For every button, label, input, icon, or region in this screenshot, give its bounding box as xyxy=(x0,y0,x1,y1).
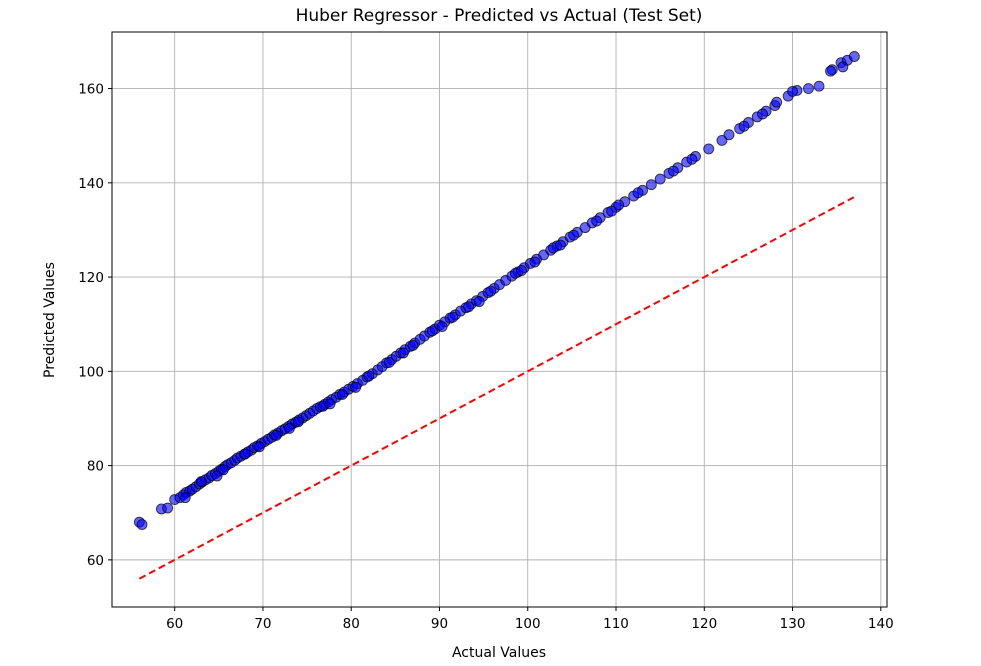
scatter-point xyxy=(529,256,541,268)
y-tick-label: 60 xyxy=(87,553,104,569)
x-axis-title: Actual Values xyxy=(452,645,546,661)
scatter-point xyxy=(738,120,750,132)
scatter-point xyxy=(667,165,679,177)
scatter-point xyxy=(136,519,148,530)
scatter-point xyxy=(253,441,265,453)
scatter-point xyxy=(350,381,362,393)
scatter-point xyxy=(473,296,485,308)
scatter-point xyxy=(716,134,728,146)
scatter-point xyxy=(606,205,618,217)
scatter-point xyxy=(270,429,282,441)
scatter-point xyxy=(802,83,814,95)
scatter-point xyxy=(757,108,768,120)
y-tick-label: 80 xyxy=(87,459,104,475)
scatter-point xyxy=(568,229,580,241)
y-axis-ticks: 60 80 100 120 140 160 xyxy=(78,82,112,569)
scatter-point xyxy=(848,51,860,62)
scatter-point xyxy=(654,173,666,185)
scatter-point xyxy=(645,179,657,191)
scatter-point xyxy=(813,80,825,92)
scatter-point xyxy=(283,422,295,434)
x-tick-label: 110 xyxy=(603,616,629,632)
x-tick-label: 90 xyxy=(431,616,448,632)
scatter-point xyxy=(162,502,174,514)
scatter-point xyxy=(837,61,849,73)
x-tick-label: 120 xyxy=(691,616,717,632)
scatter-point xyxy=(485,285,497,297)
scatter-point xyxy=(436,321,448,333)
reference-line-group xyxy=(138,196,855,580)
x-tick-label: 70 xyxy=(254,616,271,632)
scatter-point xyxy=(407,339,419,351)
scatter-point xyxy=(703,143,715,155)
y-axis-title: Predicted Values xyxy=(42,262,58,378)
scatter-point xyxy=(516,265,528,276)
scatter-point xyxy=(336,388,348,400)
scatter-point xyxy=(292,416,304,428)
scatter-point xyxy=(825,65,836,77)
chart-title: Huber Regressor - Predicted vs Actual (T… xyxy=(296,6,703,26)
scatter-point xyxy=(426,325,438,337)
y-tick-label: 160 xyxy=(78,82,104,98)
reference-line xyxy=(138,196,855,580)
scatter-point xyxy=(771,96,783,108)
x-tick-label: 140 xyxy=(868,616,894,632)
x-tick-label: 60 xyxy=(166,616,183,632)
scatter-point xyxy=(211,470,223,482)
x-tick-label: 80 xyxy=(343,616,360,632)
scatter-point xyxy=(591,215,603,227)
x-axis-ticks: 60 70 80 90 100 110 120 130 140 xyxy=(166,607,894,632)
scatter-point xyxy=(632,187,644,199)
x-tick-label: 100 xyxy=(515,616,541,632)
scatter-point xyxy=(383,356,395,368)
scatter-point xyxy=(239,448,251,460)
y-tick-label: 100 xyxy=(78,364,104,380)
scatter-point xyxy=(723,129,735,141)
plot-frame xyxy=(111,31,888,608)
scatter-point xyxy=(554,239,566,251)
scatter-point xyxy=(397,347,409,359)
scatter-point xyxy=(179,492,191,504)
scatter-points xyxy=(133,51,860,530)
grid xyxy=(112,32,887,607)
y-tick-label: 120 xyxy=(78,270,104,286)
scatter-point xyxy=(195,476,207,488)
scatter-point xyxy=(363,370,375,382)
x-tick-label: 130 xyxy=(780,616,806,632)
scatter-point xyxy=(686,153,698,165)
scatter-point xyxy=(463,301,475,313)
scatter-point xyxy=(447,311,459,323)
scatter-point xyxy=(613,199,625,211)
scatter-point xyxy=(324,398,336,410)
scatter-point xyxy=(787,85,798,97)
y-tick-label: 140 xyxy=(78,176,104,192)
